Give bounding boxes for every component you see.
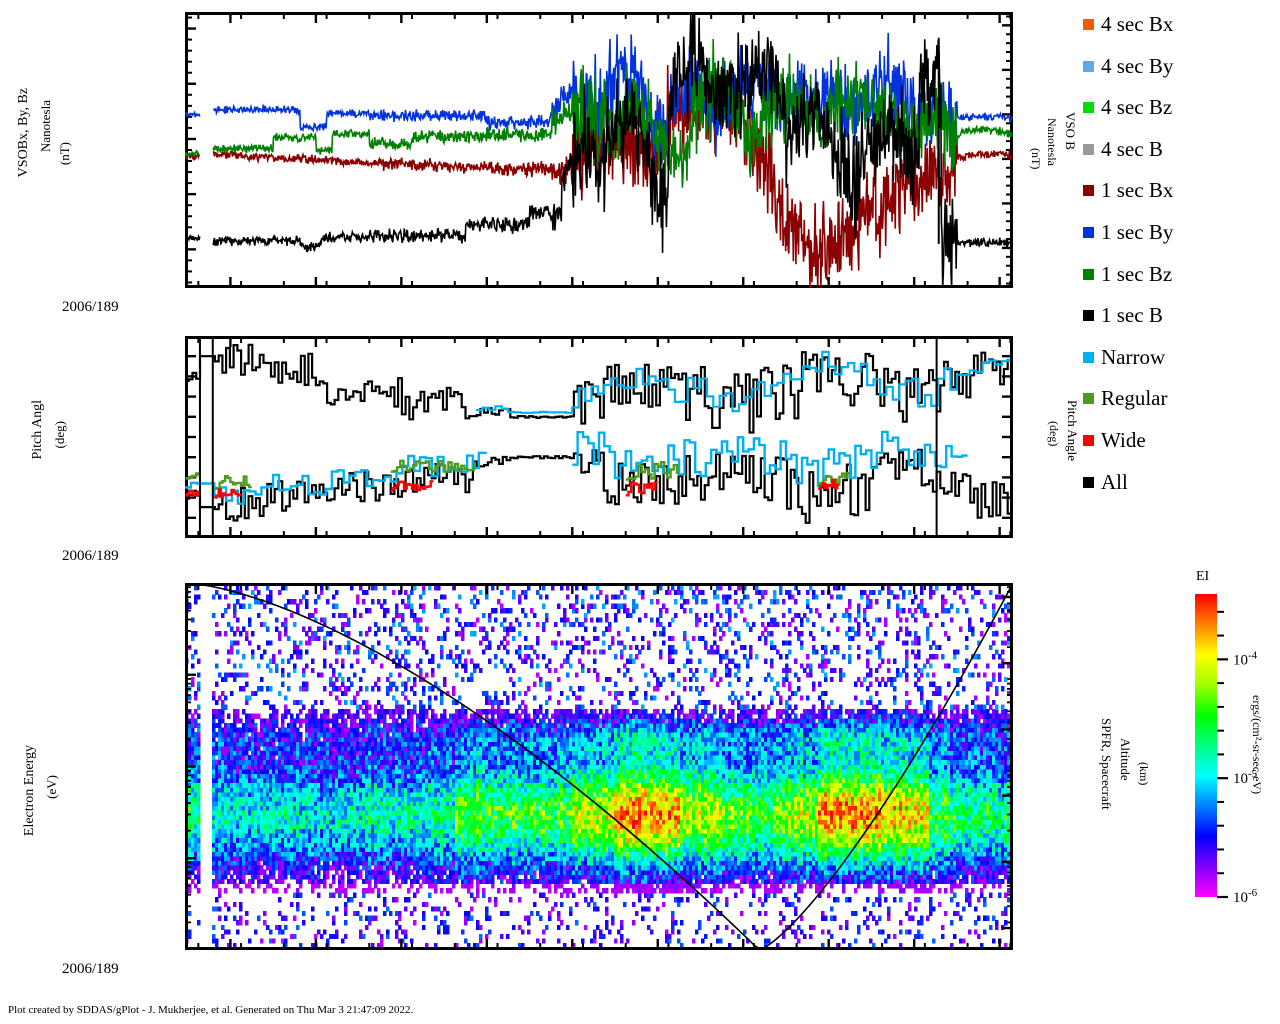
legend-swatch-icon: [1083, 351, 1094, 363]
legend-item-1-sec-bz[interactable]: 1 sec Bz: [1083, 261, 1173, 286]
legend-item-4-sec-b[interactable]: 4 sec B: [1083, 136, 1163, 161]
legend-swatch-icon: [1083, 102, 1094, 114]
panel1-right-axis-title-2: Nanotesla: [1045, 118, 1059, 166]
legend-item-4-sec-bx[interactable]: 4 sec Bx: [1083, 14, 1173, 35]
legend-item-label: 1 sec Bx: [1101, 178, 1174, 203]
legend-item-narrow[interactable]: Narrow: [1083, 344, 1166, 369]
panel1-date-label: 2006/189: [62, 299, 119, 315]
panel3-left-axis-title-1: Electron Energy: [22, 745, 37, 837]
panel2-date-label: 2006/189: [62, 548, 119, 564]
legend-item-label: 1 sec Bz: [1101, 261, 1173, 286]
legend-item-regular[interactable]: Regular: [1083, 388, 1167, 409]
legend-item-1-sec-bx[interactable]: 1 sec Bx: [1083, 180, 1173, 201]
legend-swatch-icon: [1083, 185, 1094, 197]
legend-item-label: 4 sec B: [1101, 136, 1163, 161]
legend-item-label: 4 sec Bx: [1101, 12, 1174, 36]
legend-item-label: Narrow: [1101, 344, 1166, 369]
legend-item-4-sec-by[interactable]: 4 sec By: [1083, 53, 1174, 78]
legend-item-label: 4 sec By: [1101, 53, 1174, 78]
legend-item-label: 1 sec B: [1101, 303, 1163, 328]
panel2-right-axis-title-1: Pitch Angle: [1065, 400, 1080, 462]
legend-swatch-icon: [1083, 19, 1094, 30]
legend-swatch-icon: [1083, 310, 1094, 322]
legend-swatch-icon: [1083, 435, 1094, 446]
panel1-left-axis-title-1: VSOBx, By, Bz: [16, 88, 31, 178]
legend-item-label: All: [1101, 469, 1128, 494]
panel3-date-label: 2006/189: [62, 961, 119, 977]
panel2-left-axis-title-2: (deg): [52, 421, 67, 449]
panel-pitch-angle: 0018183636545472729090108108126126144144…: [185, 336, 1013, 538]
legend-item-1-sec-b[interactable]: 1 sec B: [1083, 305, 1163, 326]
panel1-left-axis-title-2: Nanotesla: [38, 100, 53, 152]
legend-item-wide[interactable]: Wide: [1083, 430, 1146, 451]
legend-swatch-icon: [1083, 393, 1094, 405]
figure-caption: Plot created by SDDAS/gPlot - J. Mukherj…: [8, 1004, 414, 1016]
colorbar-unit-label: ergs/(cm²-sr-sec-eV): [1250, 695, 1264, 795]
colorbar: 10-4 10-5 10-6: [1195, 588, 1280, 913]
legend-item-4-sec-bz[interactable]: 4 sec Bz: [1083, 97, 1172, 118]
panel3-right-axis-title-3: (km): [1137, 762, 1151, 786]
legend-swatch-icon: [1083, 227, 1094, 238]
panel1-right-axis-title-3: (nT): [1029, 148, 1043, 170]
legend-item-label: Regular: [1101, 386, 1168, 411]
legend-item-label: 1 sec By: [1101, 220, 1174, 244]
panel2-right-axis-title-2: (deg): [1047, 421, 1061, 447]
legend-swatch-icon: [1083, 268, 1094, 280]
panel2-left-axis-title-1: Pitch Angl: [30, 400, 45, 460]
panel3-right-axis-title-2: Altitude: [1118, 738, 1133, 781]
panel-magnetic-field: -20-10010205101520253000:1400:3000:4601:…: [185, 12, 1013, 288]
legend-item-1-sec-by[interactable]: 1 sec By: [1083, 222, 1173, 243]
panel3-right-axis-title-1: SPFR, Spacecraft: [1099, 718, 1114, 810]
legend-item-all[interactable]: All: [1083, 469, 1128, 494]
panel3-left-axis-title-2: (eV): [44, 775, 59, 799]
legend-item-label: Wide: [1101, 428, 1146, 452]
legend-swatch-icon: [1083, 60, 1094, 72]
colorbar-title: EI: [1196, 569, 1210, 584]
panel-electron-spectrogram: 10010110210310410410410410410410400:1400…: [185, 583, 1013, 950]
legend-item-label: 4 sec Bz: [1101, 95, 1173, 120]
panel1-left-axis-title-3: (nT): [57, 142, 72, 166]
panel1-right-axis-title-1: VSO B: [1063, 112, 1078, 150]
legend-swatch-icon: [1083, 143, 1094, 155]
legend-swatch-icon: [1083, 476, 1094, 488]
